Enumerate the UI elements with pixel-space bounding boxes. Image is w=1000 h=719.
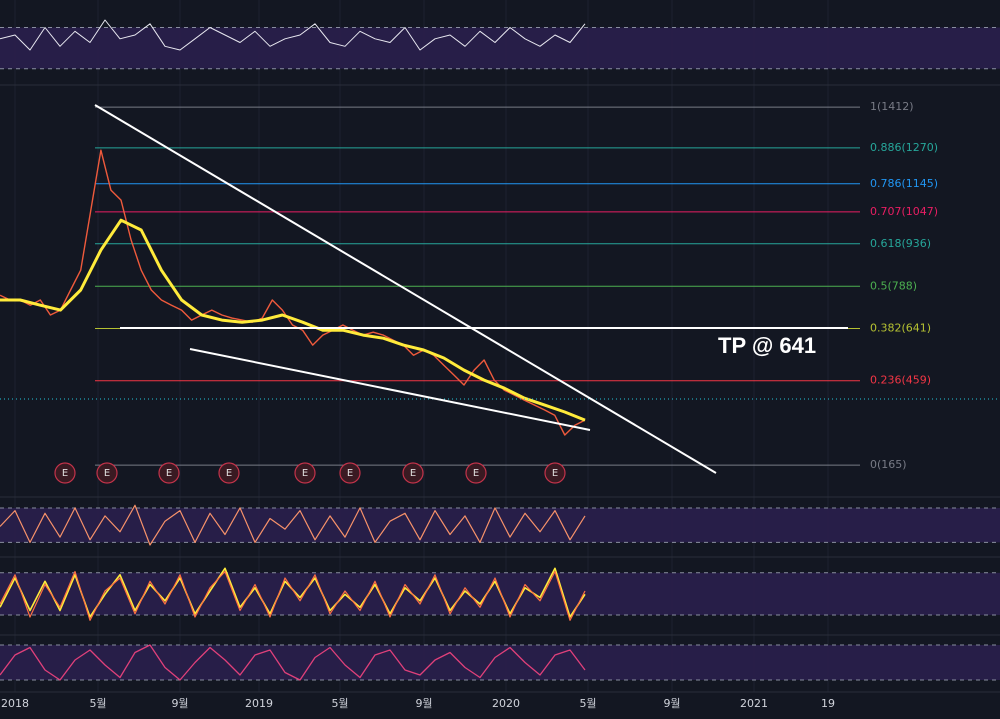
x-tick-label: 2018 — [1, 697, 29, 710]
x-tick-label: 2019 — [245, 697, 273, 710]
event-marker — [402, 462, 424, 484]
fib-label: 0.382(641) — [870, 321, 931, 334]
band — [0, 645, 1000, 680]
panes: 1(1412) 0.886(1270) 0.786(1145) 0.707(1047)… — [0, 19, 1000, 681]
event-label: E — [302, 468, 308, 479]
x-tick-label: 9월 — [415, 697, 432, 710]
event-label: E — [166, 468, 172, 479]
series-line — [0, 149, 586, 436]
band — [0, 27, 1000, 69]
tp-annotation: TP @ 641 — [718, 333, 816, 358]
event-marker — [294, 462, 316, 484]
event-marker — [339, 462, 361, 484]
event-marker — [54, 462, 76, 484]
event-label: E — [410, 468, 416, 479]
x-tick-label: 9월 — [663, 697, 680, 710]
fib-label: 0.786(1145) — [870, 177, 938, 190]
event-marker — [96, 462, 118, 484]
fib-label: 0.886(1270) — [870, 141, 938, 154]
event-label: E — [473, 468, 479, 479]
fib-label: 1(1412) — [870, 100, 914, 113]
x-tick-label: 2021 — [740, 697, 768, 710]
series-line — [0, 644, 586, 681]
event-label: E — [104, 468, 110, 479]
series-line — [0, 218, 586, 422]
event-marker — [218, 462, 240, 484]
x-tick-label: 9월 — [171, 697, 188, 710]
fib-label: 0.5(788) — [870, 279, 917, 292]
event-label: E — [62, 468, 68, 479]
event-marker — [544, 462, 566, 484]
event-marker — [158, 462, 180, 484]
x-tick-label: 5월 — [331, 697, 348, 710]
event-label: E — [552, 468, 558, 479]
fib-label: 0(165) — [870, 458, 907, 471]
band — [0, 507, 1000, 543]
event-label: E — [347, 468, 353, 479]
x-tick-label: 5월 — [89, 697, 106, 710]
event-marker — [465, 462, 487, 484]
fib-label: 0.236(459) — [870, 374, 931, 387]
fib-label: 0.618(936) — [870, 237, 931, 250]
upper-trendline — [94, 104, 717, 474]
x-tick-label: 2020 — [492, 697, 520, 710]
fib-label: 0.707(1047) — [870, 205, 938, 218]
series-line — [0, 504, 586, 546]
series-line — [0, 570, 586, 621]
event-label: E — [226, 468, 232, 479]
lower-trendline — [189, 348, 591, 431]
series-line — [0, 19, 586, 51]
x-tick-label: 19 — [821, 697, 835, 710]
x-tick-label: 5월 — [579, 697, 596, 710]
